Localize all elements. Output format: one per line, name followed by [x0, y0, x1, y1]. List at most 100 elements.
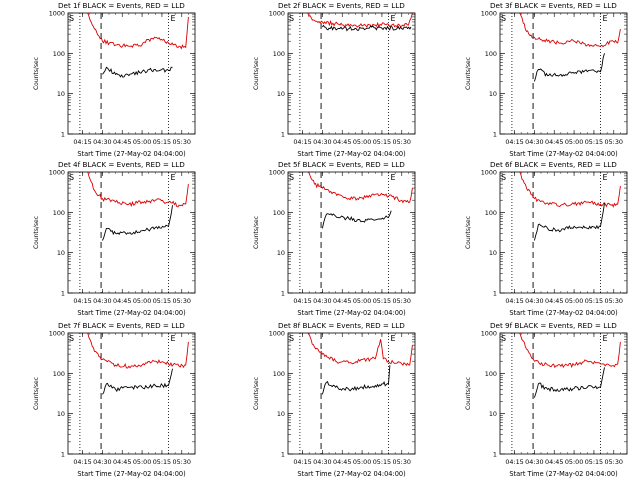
- x-tick-label: 04:15: [505, 458, 523, 466]
- x-tick-label: 05:00: [133, 138, 151, 146]
- x-tick-label: 05:15: [153, 138, 171, 146]
- x-tick-label: 04:15: [293, 138, 311, 146]
- start-marker-label: S: [69, 173, 74, 182]
- end-marker-label: E: [391, 334, 396, 343]
- x-tick-label: 04:45: [333, 297, 351, 305]
- y-tick-label: 1: [281, 451, 285, 459]
- y-tick-label: 100: [53, 209, 65, 217]
- y-tick-label: 10: [489, 410, 497, 418]
- y-tick-label: 1: [493, 131, 497, 139]
- y-tick-label: 100: [273, 209, 285, 217]
- y-tick-label: 1000: [49, 10, 65, 18]
- detector-plot-8: Det 8f BLACK = Events, RED = LLD Counts/s…: [253, 321, 416, 478]
- x-tick-label: 05:00: [353, 138, 371, 146]
- events-series-line: [533, 53, 605, 82]
- y-tick-label: 1000: [481, 330, 497, 338]
- plot-frame: [287, 332, 416, 455]
- end-marker-label: E: [603, 173, 608, 182]
- x-axis-label: Start Time (27-May-02 04:04:00): [77, 470, 185, 478]
- plot-title: Det 8f BLACK = Events, RED = LLD: [278, 321, 405, 330]
- events-series-line: [321, 365, 391, 395]
- x-tick-label: 05:30: [393, 458, 411, 466]
- lld-series-line: [307, 171, 413, 204]
- y-axis-label: Counts/sec: [465, 377, 472, 410]
- x-tick-label: 04:15: [505, 138, 523, 146]
- lld-series-line: [307, 12, 413, 29]
- y-tick-label: 1000: [269, 10, 285, 18]
- x-tick-label: 05:15: [585, 138, 603, 146]
- x-tick-label: 05:30: [173, 138, 191, 146]
- x-tick-label: 05:30: [605, 297, 623, 305]
- y-tick-label: 10: [277, 410, 285, 418]
- lld-series-line: [87, 12, 189, 50]
- y-axis-label: Counts/sec: [253, 216, 260, 249]
- x-tick-label: 05:15: [373, 458, 391, 466]
- events-series-line: [101, 205, 173, 241]
- y-tick-label: 10: [489, 249, 497, 257]
- y-tick-label: 100: [53, 50, 65, 58]
- y-tick-label: 10: [277, 249, 285, 257]
- detector-plot-2: Det 2f BLACK = Events, RED = LLD Counts/s…: [253, 1, 416, 158]
- detector-plot-3: Det 3f BLACK = Events, RED = LLD Counts/s…: [465, 1, 628, 158]
- y-tick-label: 1000: [481, 169, 497, 177]
- y-axis-label: Counts/sec: [33, 216, 40, 249]
- y-tick-label: 1000: [49, 330, 65, 338]
- lld-series-line: [519, 12, 621, 48]
- y-tick-label: 100: [53, 370, 65, 378]
- x-tick-label: 04:15: [73, 297, 91, 305]
- plot-frame: [499, 332, 628, 455]
- x-tick-label: 04:15: [293, 297, 311, 305]
- x-tick-label: 04:30: [313, 138, 331, 146]
- x-tick-label: 04:45: [545, 138, 563, 146]
- x-tick-label: 05:30: [173, 297, 191, 305]
- lld-series-line: [519, 332, 621, 369]
- y-tick-label: 100: [485, 370, 497, 378]
- y-axis-label: Counts/sec: [465, 57, 472, 90]
- x-tick-label: 05:00: [353, 458, 371, 466]
- detector-plot-1: Det 1f BLACK = Events, RED = LLD Counts/s…: [33, 1, 196, 158]
- y-tick-label: 1: [493, 290, 497, 298]
- y-tick-label: 1: [61, 131, 65, 139]
- x-tick-label: 05:15: [373, 138, 391, 146]
- end-marker-label: E: [603, 14, 608, 23]
- x-tick-label: 04:30: [313, 297, 331, 305]
- x-axis-label: Start Time (27-May-02 04:04:00): [297, 150, 405, 158]
- y-tick-label: 100: [273, 50, 285, 58]
- x-tick-label: 04:30: [525, 297, 543, 305]
- x-tick-label: 04:45: [545, 458, 563, 466]
- plot-frame: [287, 12, 416, 135]
- x-axis-label: Start Time (27-May-02 04:04:00): [77, 150, 185, 158]
- y-tick-label: 1000: [49, 169, 65, 177]
- y-axis-label: Counts/sec: [33, 57, 40, 90]
- x-axis-label: Start Time (27-May-02 04:04:00): [297, 309, 405, 317]
- start-marker-label: S: [289, 14, 294, 23]
- start-marker-label: S: [69, 334, 74, 343]
- y-tick-label: 1: [281, 290, 285, 298]
- x-tick-label: 05:00: [133, 297, 151, 305]
- x-tick-label: 05:30: [393, 297, 411, 305]
- events-series-line: [533, 367, 605, 398]
- x-tick-label: 04:45: [545, 297, 563, 305]
- x-tick-label: 05:30: [605, 138, 623, 146]
- x-tick-label: 04:45: [113, 458, 131, 466]
- end-marker-label: E: [171, 14, 176, 23]
- x-tick-label: 05:00: [565, 138, 583, 146]
- x-tick-label: 04:45: [113, 138, 131, 146]
- events-series-line: [322, 24, 412, 32]
- plot-title: Det 6f BLACK = Events, RED = LLD: [490, 160, 617, 169]
- plot-frame: [499, 12, 628, 135]
- y-tick-label: 1: [61, 451, 65, 459]
- end-marker-label: E: [603, 334, 608, 343]
- y-tick-label: 1000: [269, 169, 285, 177]
- plot-title: Det 2f BLACK = Events, RED = LLD: [278, 1, 405, 10]
- plot-frame: [287, 171, 416, 294]
- detector-plot-5: Det 5f BLACK = Events, RED = LLD Counts/s…: [253, 160, 416, 317]
- y-tick-label: 100: [485, 209, 497, 217]
- x-tick-label: 04:45: [113, 297, 131, 305]
- end-marker-label: E: [171, 173, 176, 182]
- plot-title: Det 1f BLACK = Events, RED = LLD: [58, 1, 185, 10]
- x-tick-label: 04:30: [93, 458, 111, 466]
- detector-plot-7: Det 7f BLACK = Events, RED = LLD Counts/s…: [33, 321, 196, 478]
- plot-frame: [67, 12, 196, 135]
- lld-series-line: [87, 171, 189, 208]
